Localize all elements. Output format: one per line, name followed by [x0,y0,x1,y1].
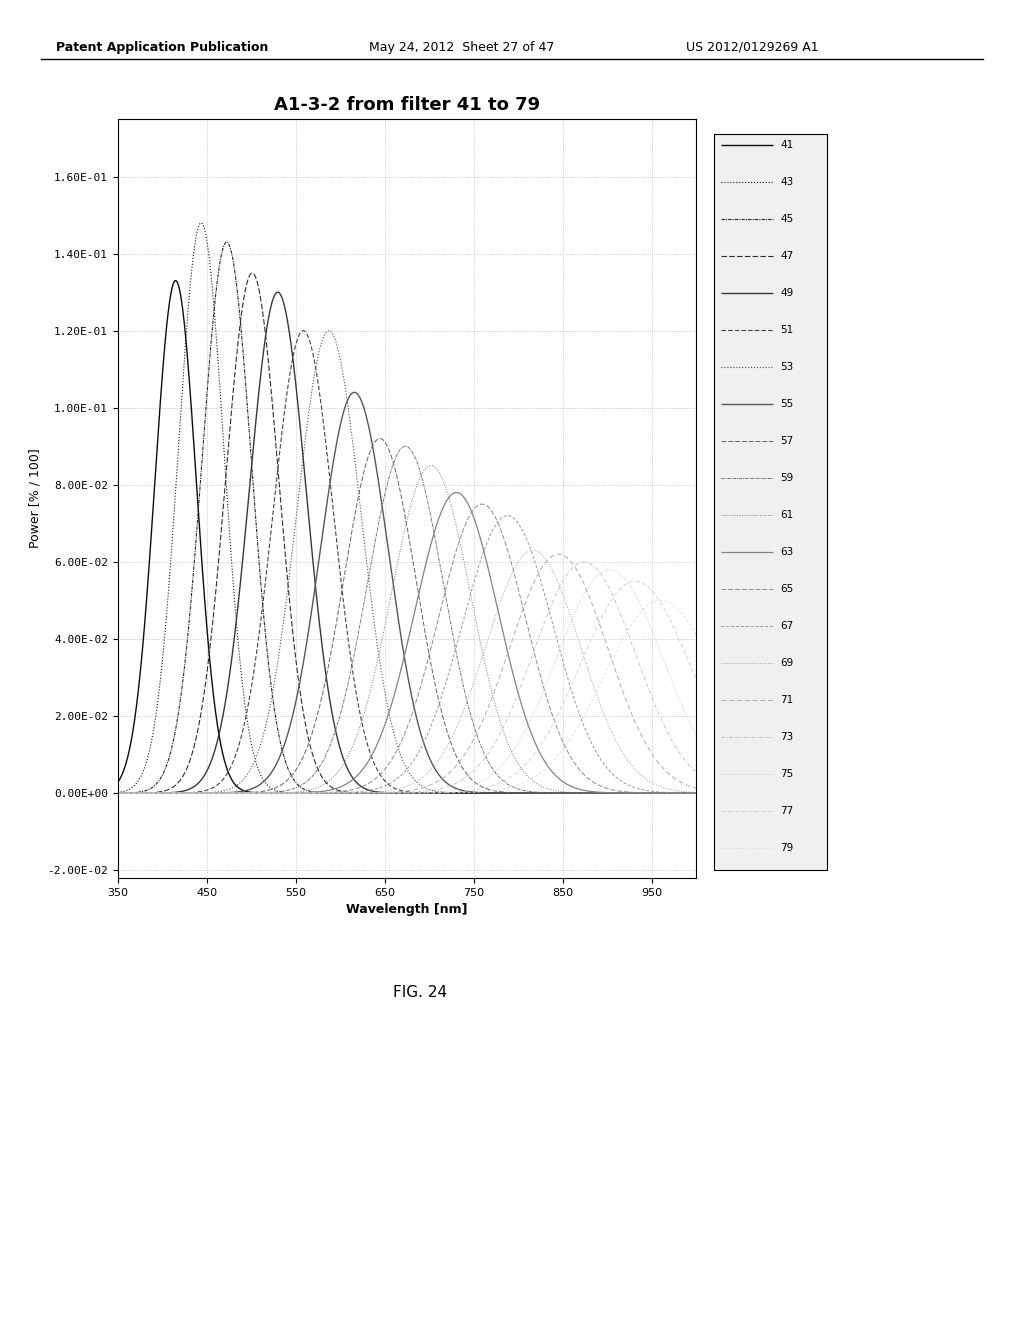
Text: 41: 41 [780,140,794,149]
Text: 47: 47 [780,251,794,261]
Text: Patent Application Publication: Patent Application Publication [56,41,268,54]
Text: 65: 65 [780,583,794,594]
Text: 61: 61 [780,510,794,520]
Text: 79: 79 [780,843,794,853]
Text: 67: 67 [780,620,794,631]
X-axis label: Wavelength [nm]: Wavelength [nm] [346,903,468,916]
Text: 73: 73 [780,733,794,742]
Text: 75: 75 [780,770,794,779]
Text: 45: 45 [780,214,794,224]
Text: 55: 55 [780,399,794,409]
Text: 51: 51 [780,325,794,335]
Text: FIG. 24: FIG. 24 [393,985,446,999]
Title: A1-3-2 from filter 41 to 79: A1-3-2 from filter 41 to 79 [274,96,540,115]
Text: 69: 69 [780,659,794,668]
Text: 43: 43 [780,177,794,186]
Text: 53: 53 [780,362,794,372]
Text: 71: 71 [780,696,794,705]
Text: May 24, 2012  Sheet 27 of 47: May 24, 2012 Sheet 27 of 47 [369,41,554,54]
Text: 77: 77 [780,807,794,816]
Text: 63: 63 [780,546,794,557]
Text: 49: 49 [780,288,794,298]
Y-axis label: Power [% / 100]: Power [% / 100] [29,449,42,548]
Text: US 2012/0129269 A1: US 2012/0129269 A1 [686,41,819,54]
Text: 59: 59 [780,473,794,483]
Text: 57: 57 [780,436,794,446]
